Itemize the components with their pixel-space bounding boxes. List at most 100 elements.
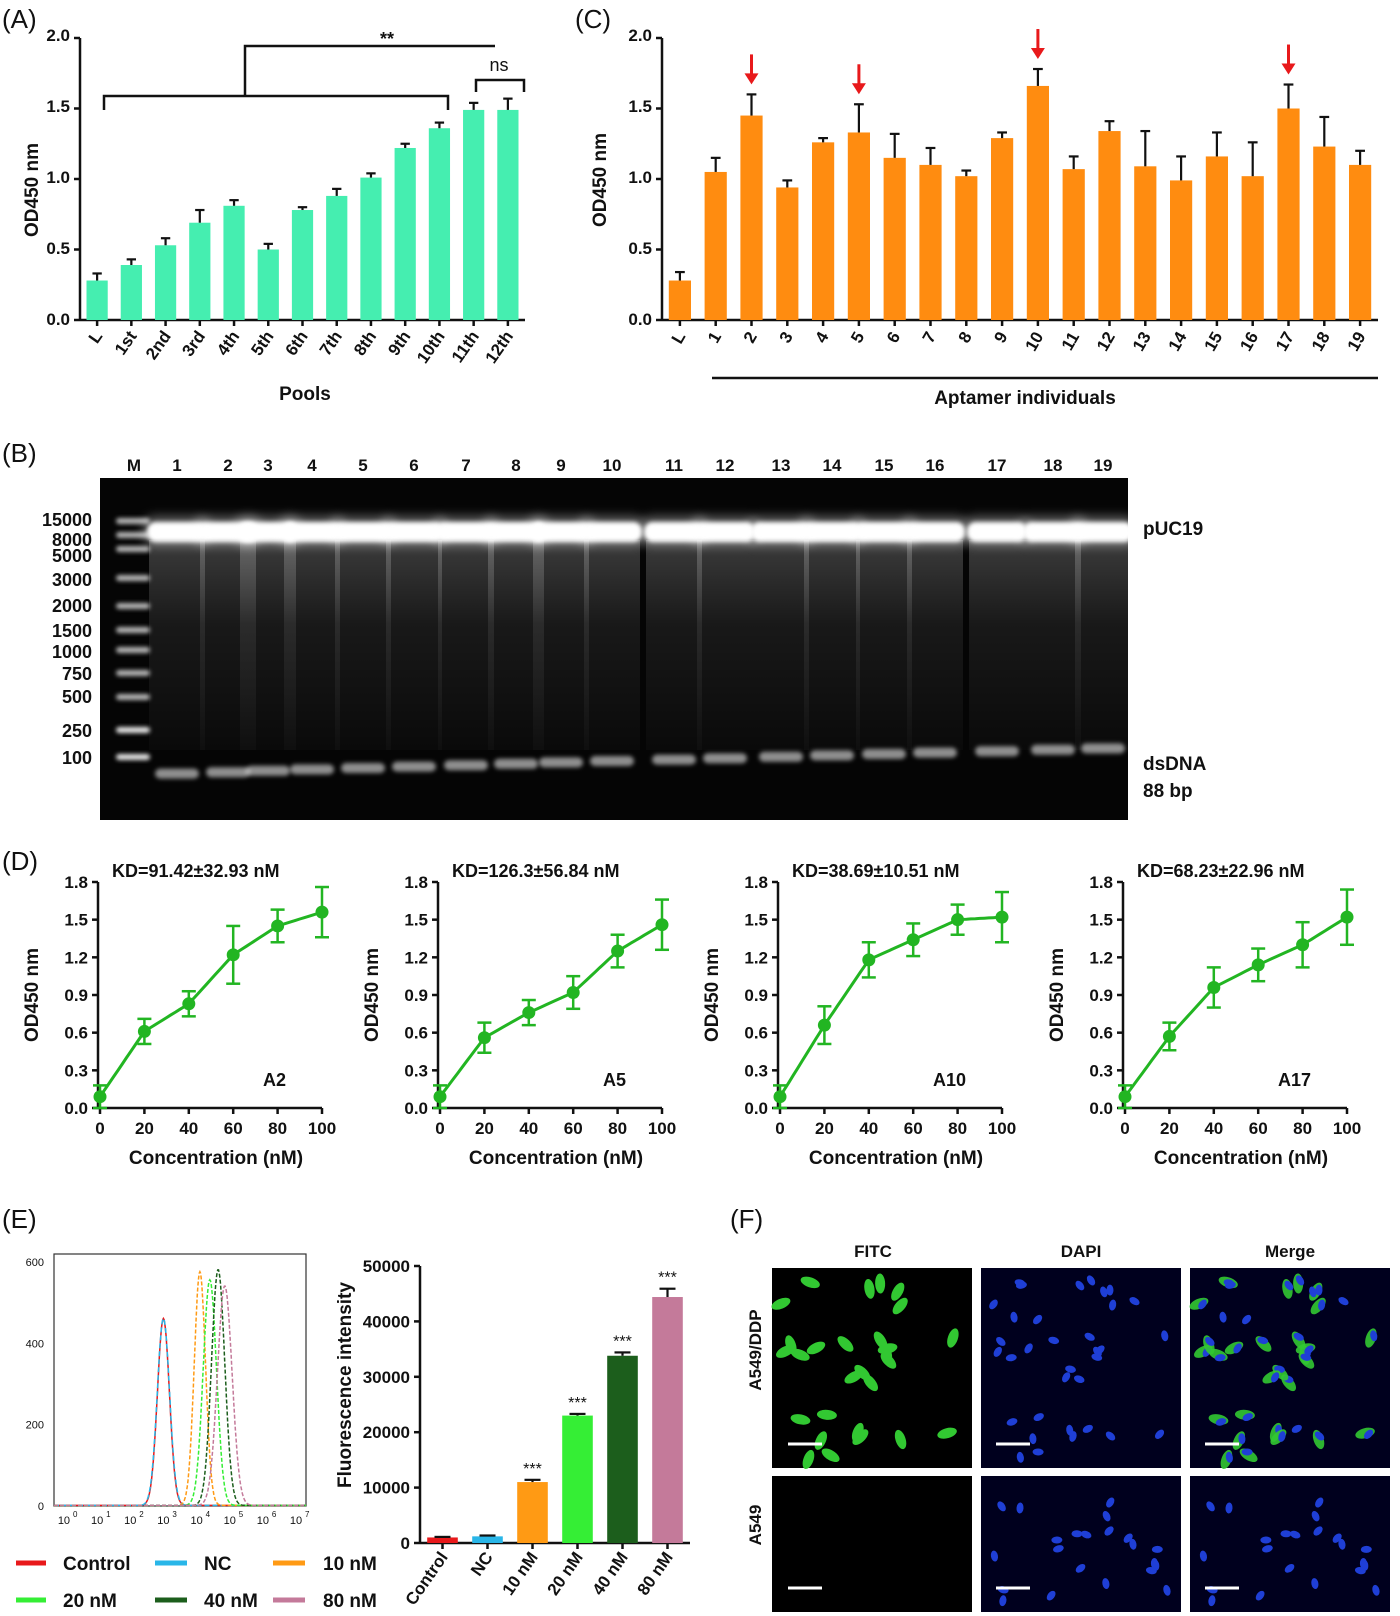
nucleus — [1161, 1330, 1169, 1342]
histogram-x-tick: 10 — [290, 1515, 302, 1527]
gel-lane-label: 13 — [772, 456, 791, 475]
bar — [223, 205, 245, 320]
histogram-x-tick: 10 — [190, 1515, 202, 1527]
gel-ladder-label: 100 — [62, 748, 92, 768]
cell-fitc — [806, 1341, 826, 1355]
bar — [257, 249, 279, 320]
y-tick-label: 40000 — [363, 1312, 410, 1331]
y-tick-label: 0.3 — [64, 1061, 88, 1080]
nucleus-merge — [1257, 1336, 1269, 1345]
nucleus — [1082, 1424, 1093, 1433]
y-tick-label: 0.0 — [404, 1099, 428, 1118]
data-point — [433, 1090, 447, 1104]
nucleus — [1163, 1584, 1171, 1596]
y-tick-label: 0.9 — [404, 986, 428, 1005]
gel-electrophoresis: M 1 2 3 4 5 6 7 8 9 10 11 12 13 14 15 16 17 18 19 150008000… — [42, 456, 1207, 820]
bar — [463, 109, 485, 320]
ladder-band — [116, 754, 150, 760]
dsdna-band — [975, 746, 1019, 757]
scale-bars — [788, 1442, 1239, 1590]
nucleus — [1005, 1354, 1017, 1362]
lane-smear — [907, 540, 963, 750]
bar — [291, 210, 314, 320]
x-tick-label: 20 — [815, 1119, 834, 1138]
plasmid-glow — [850, 516, 918, 546]
bar — [919, 164, 942, 320]
micro-dapi-a549ddp — [981, 1268, 1181, 1468]
nucleus-merge — [1255, 1590, 1265, 1601]
nucleus — [990, 1550, 999, 1562]
nucleus — [1080, 1530, 1092, 1539]
nucleus — [1069, 1431, 1077, 1442]
x-tick-label: 40 — [519, 1119, 538, 1138]
x-tick-label: 9th — [384, 327, 414, 359]
x-tick-label: 10 nM — [499, 1548, 542, 1598]
ladder-band — [116, 694, 150, 700]
data-point — [137, 1024, 151, 1038]
micro-row-a549-ddp: A549/DDP — [746, 1309, 765, 1390]
cell-fitc — [877, 1343, 898, 1355]
nucleus — [1016, 1451, 1024, 1463]
bar — [120, 265, 142, 320]
cell-fitc — [947, 1328, 959, 1348]
chart-e2-bars: *** *** *** *** — [414, 1264, 690, 1549]
nucleus — [1086, 1275, 1096, 1286]
bar — [562, 1415, 593, 1543]
gel-lane-label: 3 — [263, 456, 272, 475]
micro-cells — [771, 1273, 1380, 1607]
x-tick-label: 11 — [1058, 329, 1083, 354]
kd-title: KD=68.23±22.96 nM — [1137, 861, 1304, 881]
binding-curve-a2: 0.0 0.3 0.6 0.9 1.2 1.5 1.8 0 20 40 60 80 100 Concent… — [22, 861, 336, 1169]
nucleus-merge — [1215, 1418, 1227, 1426]
chart-c-ytick: 1.5 — [628, 97, 652, 116]
nucleus — [989, 1299, 998, 1310]
data-point — [1207, 980, 1221, 994]
fit-curve — [1123, 915, 1348, 1098]
nucleus — [1102, 1510, 1111, 1522]
plasmid-glow — [578, 516, 646, 546]
nucleus — [1014, 1279, 1026, 1287]
gel-lane-label: 1 — [172, 456, 181, 475]
binding-curve-a17: 0.0 0.3 0.6 0.9 1.2 1.5 1.8 0 20 40 60 80 100 Concent… — [1047, 861, 1361, 1169]
dsdna-band — [862, 749, 906, 759]
y-tick-label: 0.3 — [744, 1061, 768, 1080]
histogram-x-tick-exp: 7 — [305, 1510, 310, 1519]
cell-fitc — [837, 1336, 854, 1352]
bar — [1277, 108, 1300, 320]
x-tick-label: 80 — [268, 1119, 287, 1138]
nucleus — [1100, 1286, 1108, 1298]
nucleus-merge — [1208, 1595, 1216, 1607]
data-point — [1251, 958, 1265, 972]
chart-e2-x-ticks: Control NC 10 nM 20 nM 40 nM 80 nM — [402, 1548, 677, 1608]
bar — [189, 222, 211, 320]
gel-lane-label: 15 — [875, 456, 894, 475]
panel-letter-d: (D) — [2, 846, 38, 876]
nucleus — [1095, 1345, 1105, 1355]
histogram-frame — [53, 1253, 307, 1507]
lane-smear — [646, 540, 702, 750]
nucleus-merge — [1241, 1448, 1253, 1456]
x-tick-label: 10th — [413, 327, 449, 367]
bar — [1205, 156, 1228, 320]
data-point — [995, 910, 1009, 924]
bar — [1241, 176, 1264, 320]
nucleus-merge — [1372, 1584, 1380, 1596]
ladder-band — [116, 532, 150, 538]
nucleus-merge — [1338, 1297, 1349, 1306]
x-tick-label: 100 — [308, 1119, 336, 1138]
x-tick-label: 40 — [179, 1119, 198, 1138]
x-tick-label: 14 — [1165, 328, 1191, 354]
bracket-ns — [474, 78, 526, 92]
bar — [86, 280, 108, 320]
x-tick-label: 60 — [904, 1119, 923, 1138]
plasmid-glow — [640, 516, 708, 546]
nucleus-merge — [1315, 1497, 1324, 1508]
nucleus-merge — [1225, 1451, 1233, 1463]
nucleus — [1109, 1299, 1117, 1311]
gel-ladder-label: 5000 — [52, 546, 92, 566]
cell-fitc — [790, 1414, 811, 1425]
x-tick-label: 3 — [776, 329, 797, 347]
x-axis-label: Concentration (nM) — [469, 1148, 643, 1169]
